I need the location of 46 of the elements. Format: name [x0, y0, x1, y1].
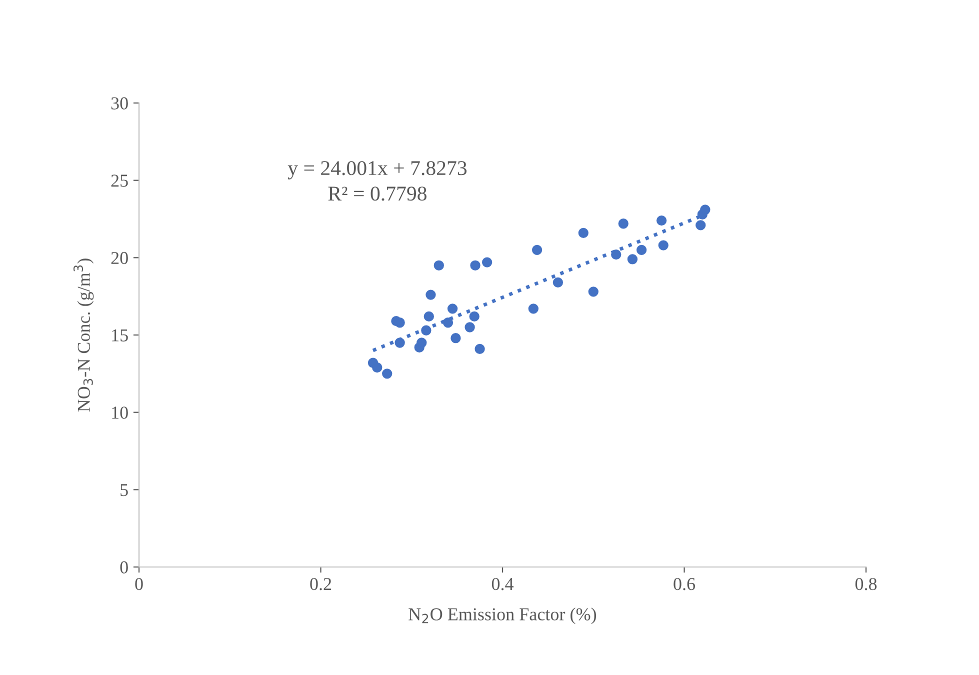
annotation: y = 24.001x + 7.8273 — [288, 161, 467, 180]
point — [700, 204, 710, 215]
y-tick-label: 20 — [111, 252, 128, 264]
point — [552, 277, 564, 288]
point — [474, 344, 485, 354]
point — [416, 338, 427, 348]
point — [658, 240, 668, 250]
point — [447, 304, 458, 314]
point — [588, 286, 598, 297]
annotation: R² = 0.7798 — [328, 186, 426, 201]
point — [434, 260, 444, 270]
x-tick-label: 0.6 — [674, 578, 696, 590]
point — [394, 318, 405, 328]
x-tick-label: 0.8 — [855, 578, 877, 590]
point — [421, 325, 432, 336]
point — [636, 244, 647, 256]
point — [656, 215, 667, 226]
y-axis-title: NO$_{3}$-N Conc. (g/m$^{3}$) — [73, 258, 94, 412]
x-axis-title: N$_{2}$O Emission Factor (%) — [408, 608, 596, 624]
y-tick-label: 30 — [111, 97, 128, 110]
y-tick-label: 25 — [111, 174, 128, 187]
y-tick-label: 15 — [112, 329, 128, 342]
y-tick-label: 5 — [120, 484, 128, 496]
point — [382, 368, 392, 379]
point — [618, 218, 628, 229]
point — [394, 338, 405, 348]
point — [696, 220, 706, 230]
x-tick-label: 0.4 — [492, 578, 514, 590]
point — [426, 290, 436, 300]
y-tick-label: 10 — [112, 406, 128, 419]
point — [442, 318, 454, 328]
x-tick-label: 0.2 — [310, 578, 332, 590]
point — [372, 362, 382, 373]
point — [450, 333, 461, 344]
point — [611, 249, 622, 260]
x-tick-label: 0 — [135, 578, 143, 590]
point — [424, 311, 434, 322]
point — [528, 304, 539, 314]
point — [627, 254, 638, 264]
point — [470, 260, 480, 270]
point — [469, 311, 480, 322]
y-tick-label: 0 — [120, 561, 128, 574]
point — [482, 257, 492, 268]
point — [578, 228, 588, 238]
point — [464, 322, 475, 332]
point — [532, 244, 542, 256]
